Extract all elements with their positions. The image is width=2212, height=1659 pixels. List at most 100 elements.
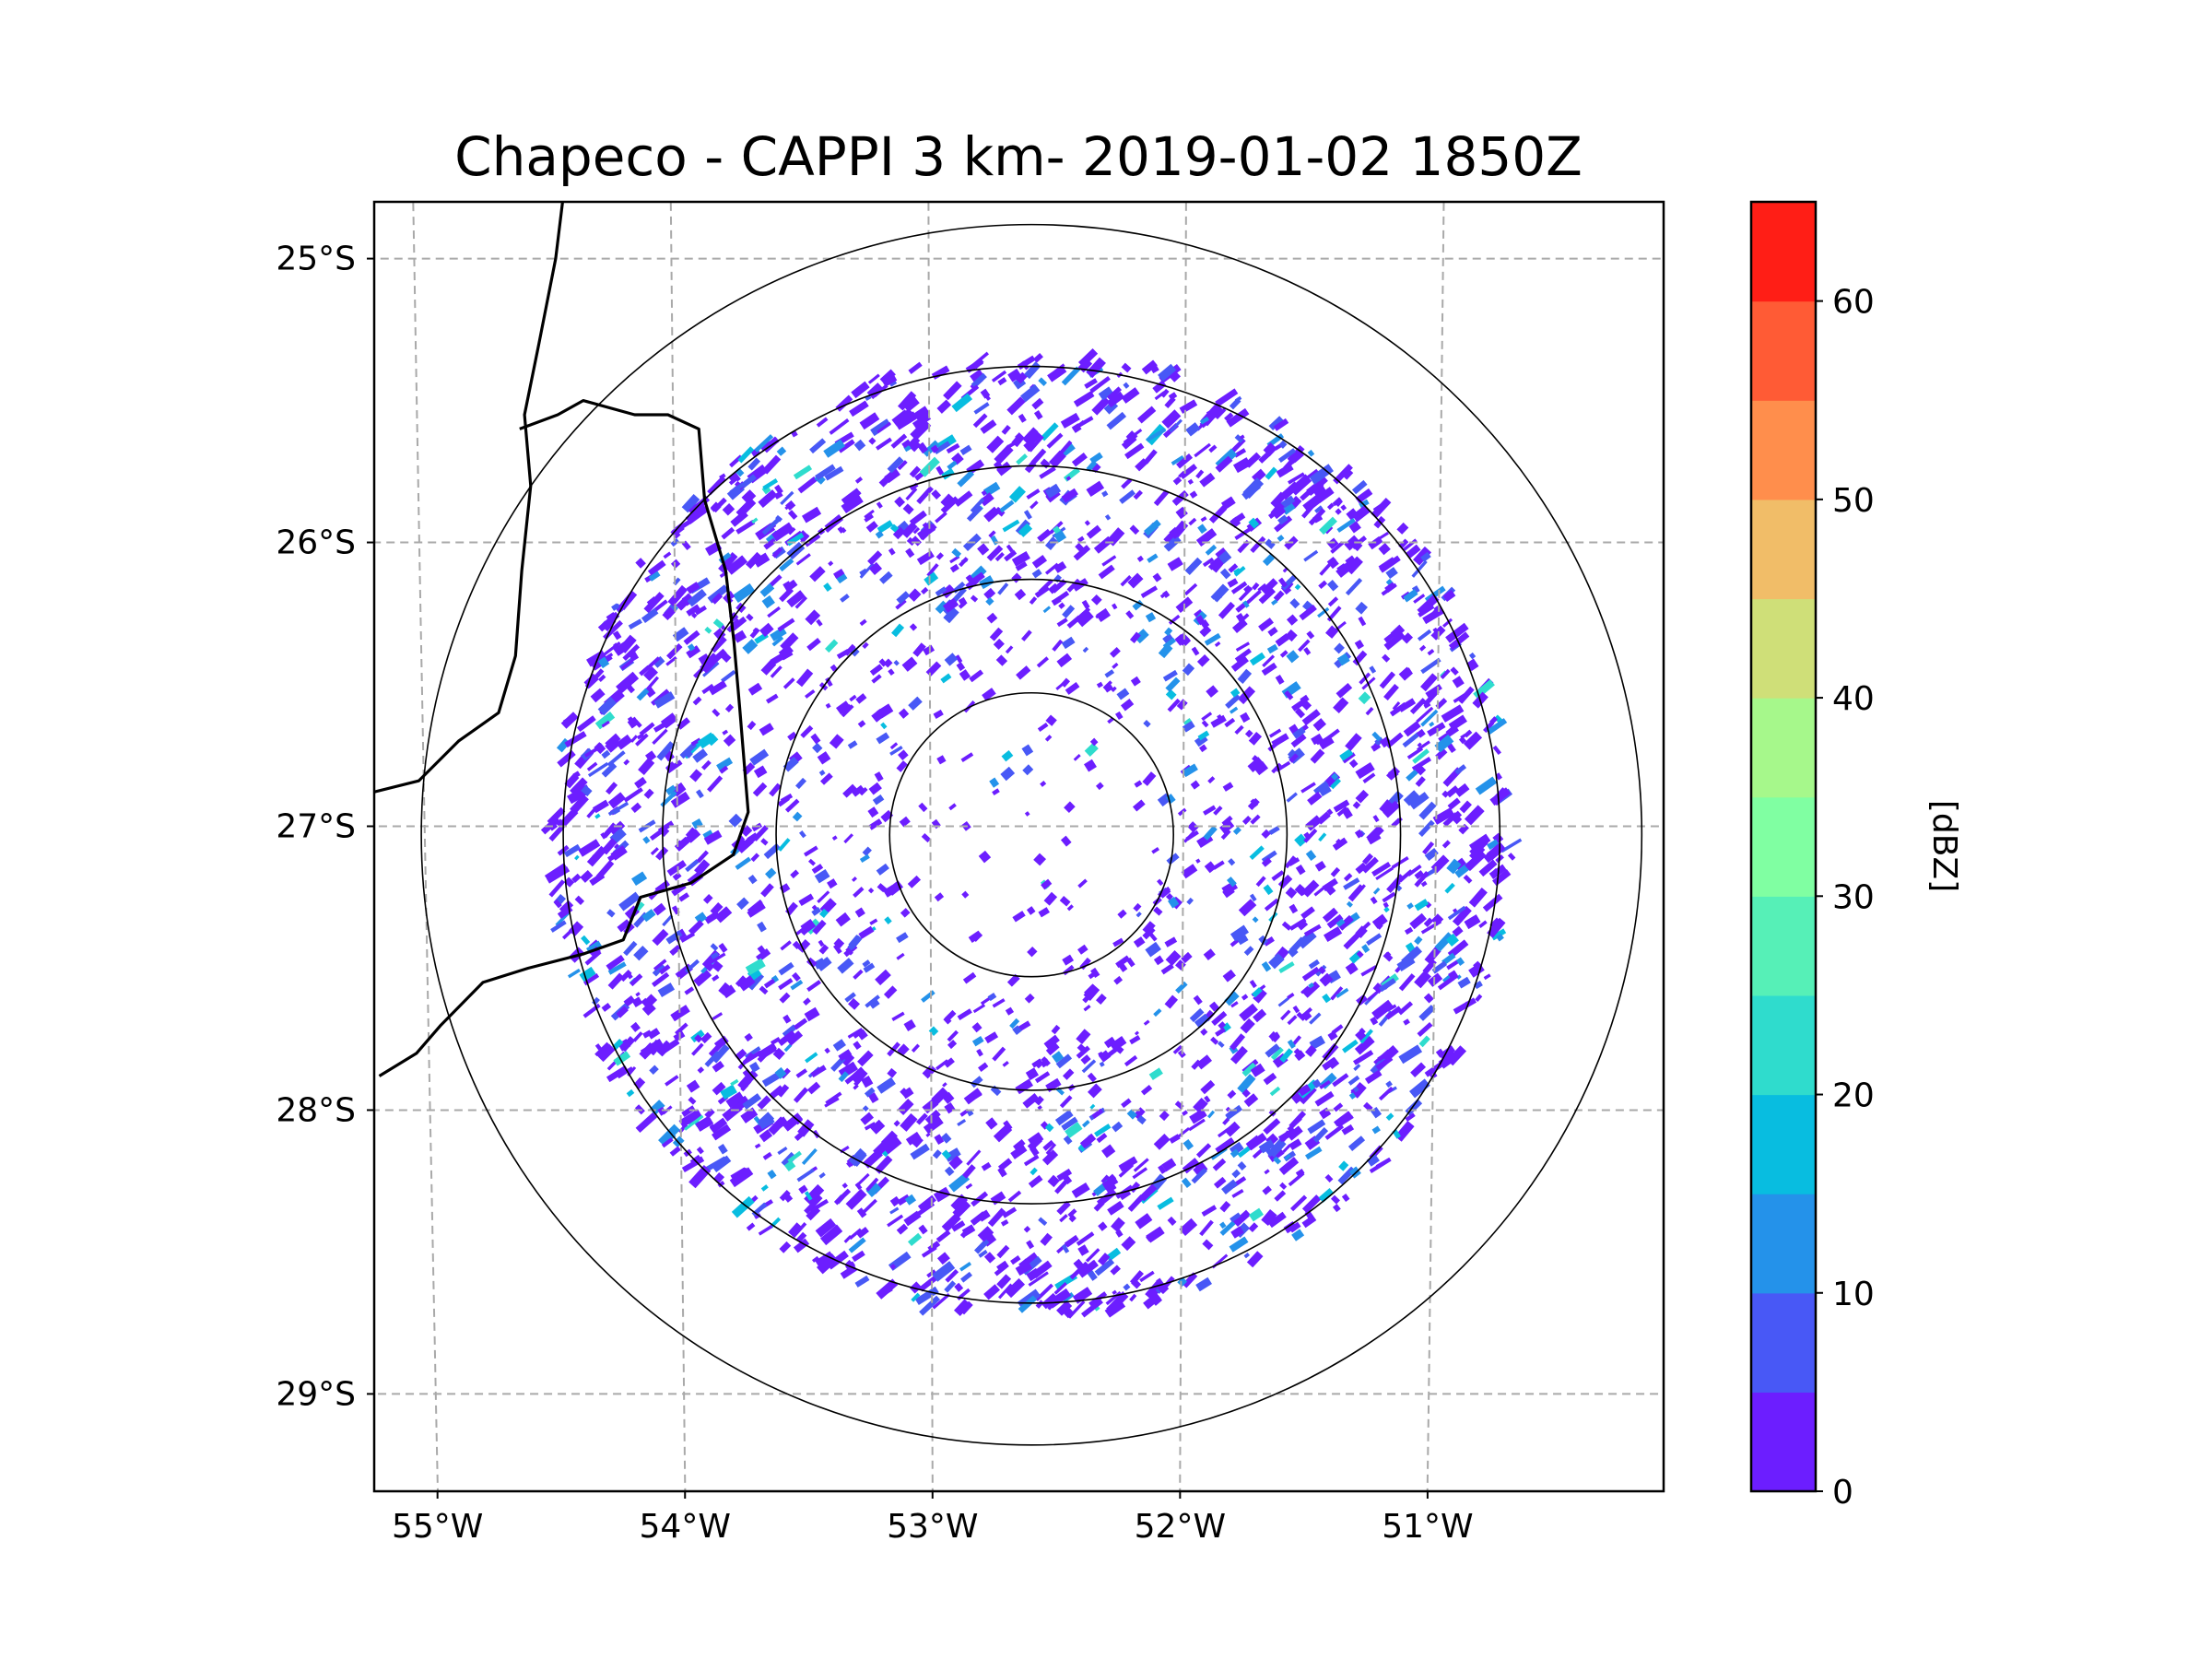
echo-cell bbox=[1121, 1236, 1136, 1252]
echo-cell bbox=[1044, 1123, 1054, 1133]
echo-cell bbox=[1056, 653, 1073, 668]
echo-cell bbox=[1231, 512, 1246, 524]
echo-cell bbox=[862, 1105, 869, 1112]
echo-cell bbox=[1420, 657, 1441, 675]
echo-cell bbox=[795, 553, 811, 566]
echo-cell bbox=[1231, 618, 1248, 633]
echo-cell bbox=[1164, 936, 1178, 947]
echo-cell bbox=[983, 587, 996, 600]
echo-cell bbox=[923, 644, 935, 656]
echo-cell bbox=[1492, 832, 1504, 844]
echo-cell bbox=[1240, 1018, 1255, 1034]
echo-cell bbox=[1268, 952, 1285, 970]
echo-cell bbox=[1385, 1112, 1394, 1121]
echo-cell bbox=[782, 1014, 792, 1024]
echo-cell bbox=[993, 638, 1005, 651]
echo-cell bbox=[805, 609, 821, 626]
echo-cell bbox=[1324, 1124, 1345, 1140]
echo-cell bbox=[1273, 590, 1285, 602]
echo-cell bbox=[665, 761, 677, 772]
colorbar-bin bbox=[1751, 499, 1816, 600]
echo-cell bbox=[1284, 690, 1294, 700]
echo-cell bbox=[859, 618, 867, 627]
echo-cell bbox=[1060, 412, 1080, 429]
echo-cell bbox=[1385, 732, 1404, 748]
echo-cell bbox=[1208, 1001, 1219, 1012]
echo-cell bbox=[944, 1147, 961, 1162]
echo-cell bbox=[817, 890, 830, 904]
echo-cell bbox=[777, 838, 791, 852]
echo-cell bbox=[1336, 653, 1350, 666]
echo-cell bbox=[704, 1051, 721, 1067]
echo-cell bbox=[1420, 880, 1428, 888]
echo-cell bbox=[1218, 1021, 1226, 1030]
echo-cell bbox=[1197, 524, 1207, 535]
echo-cell bbox=[862, 846, 872, 856]
echo-cell bbox=[1262, 553, 1276, 567]
echo-cell bbox=[1424, 847, 1439, 862]
echo-cell bbox=[1073, 545, 1091, 561]
echo-cell bbox=[627, 973, 633, 980]
echo-cell bbox=[833, 944, 842, 955]
echo-cell bbox=[641, 607, 659, 624]
echo-cell bbox=[1275, 633, 1290, 647]
echo-cell bbox=[875, 969, 891, 986]
echo-cell bbox=[1121, 1098, 1132, 1109]
echo-cell bbox=[1225, 1106, 1231, 1112]
echo-cell bbox=[930, 444, 939, 453]
echo-cell bbox=[1278, 1157, 1300, 1175]
echo-cell bbox=[548, 879, 566, 898]
echo-cell bbox=[906, 536, 916, 547]
echo-cell bbox=[1312, 1078, 1322, 1088]
echo-cell bbox=[896, 591, 911, 605]
echo-cell bbox=[909, 465, 922, 478]
echo-cell bbox=[1431, 960, 1448, 974]
echo-cell bbox=[970, 1211, 987, 1226]
echo-cell bbox=[711, 959, 724, 972]
echo-cell bbox=[1134, 780, 1143, 788]
echo-cell bbox=[1076, 1231, 1095, 1246]
echo-cell bbox=[816, 417, 829, 428]
echo-cell bbox=[1153, 1133, 1171, 1150]
echo-cell bbox=[811, 864, 824, 875]
echo-cell bbox=[1330, 541, 1345, 554]
echo-cell bbox=[1143, 720, 1151, 728]
echo-cell bbox=[1230, 1148, 1240, 1159]
echo-cell bbox=[1345, 556, 1363, 575]
echo-cell bbox=[1405, 1112, 1416, 1122]
echo-cell bbox=[977, 543, 990, 556]
echo-cell bbox=[1335, 682, 1353, 699]
echo-cell bbox=[1160, 388, 1170, 398]
echo-cell bbox=[959, 444, 972, 456]
echo-cell bbox=[1335, 838, 1342, 845]
echo-cell bbox=[1106, 1290, 1129, 1314]
echo-cell bbox=[721, 984, 736, 999]
echo-cell bbox=[979, 492, 994, 507]
echo-cell bbox=[1453, 810, 1463, 818]
echo-cell bbox=[607, 792, 626, 809]
echo-cell bbox=[986, 612, 998, 624]
echo-cell bbox=[1361, 856, 1379, 874]
echo-cell bbox=[1266, 643, 1278, 654]
echo-cell bbox=[1427, 722, 1446, 737]
echo-cell bbox=[928, 1026, 939, 1037]
echo-cell bbox=[936, 1252, 950, 1265]
echo-cell bbox=[1414, 871, 1430, 888]
echo-cell bbox=[747, 720, 757, 731]
echo-cell bbox=[1077, 1244, 1089, 1256]
echo-cell bbox=[1053, 560, 1067, 573]
echo-cell bbox=[876, 437, 892, 451]
echo-cell bbox=[1454, 764, 1467, 775]
echo-cell bbox=[1172, 1044, 1183, 1054]
echo-cell bbox=[1263, 935, 1275, 947]
echo-cell bbox=[1507, 853, 1516, 861]
echo-cell bbox=[1295, 864, 1306, 876]
echo-cell bbox=[1204, 861, 1217, 874]
echo-cell bbox=[1126, 1109, 1137, 1120]
echo-cell bbox=[742, 639, 759, 654]
echo-cell bbox=[728, 813, 743, 828]
echo-cell bbox=[1220, 829, 1231, 841]
echo-cell bbox=[944, 653, 959, 666]
echo-cell bbox=[607, 972, 625, 990]
echo-cell bbox=[665, 655, 677, 666]
